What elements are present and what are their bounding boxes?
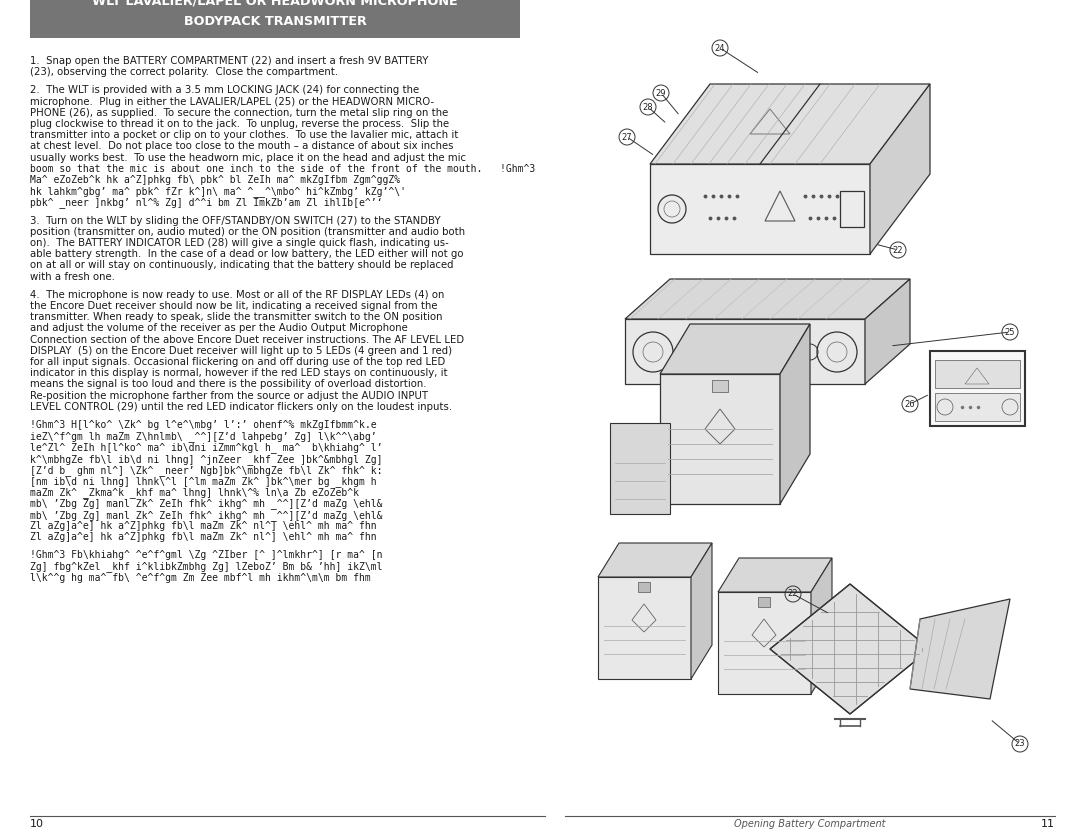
Text: the Encore Duet receiver should now be lit, indicating a received signal from th: the Encore Duet receiver should now be l…	[30, 301, 437, 311]
Polygon shape	[780, 324, 810, 504]
Text: (23), observing the correct polarity.  Close the compartment.: (23), observing the correct polarity. Cl…	[30, 68, 338, 78]
Text: 27: 27	[622, 133, 632, 142]
Polygon shape	[691, 543, 712, 679]
Text: 29: 29	[656, 88, 666, 98]
Text: WLT LAVALIER/LAPEL OR HEADWORN MICROPHONE: WLT LAVALIER/LAPEL OR HEADWORN MICROPHON…	[92, 0, 458, 8]
Text: on at all or will stay on continuously, indicating that the battery should be re: on at all or will stay on continuously, …	[30, 260, 454, 270]
Text: pbk^ _neer ]nkbg’ nl^% Zg] d^^i bm Zl ImkZb’am Zl ihlIb[e^’‘: pbk^ _neer ]nkbg’ nl^% Zg] d^^i bm Zl Im…	[30, 198, 382, 208]
Text: usually works best.  To use the headworn mic, place it on the head and adjust th: usually works best. To use the headworn …	[30, 153, 465, 163]
Text: indicator in this display is normal, however if the red LED stays on continuousl: indicator in this display is normal, how…	[30, 368, 447, 378]
Text: le^Zl^ ZeIh h[l^ko^ ma^ ib\dni iZmm^kgl h_ ma^  b\khiahg^ l’: le^Zl^ ZeIh h[l^ko^ ma^ ib\dni iZmm^kgl …	[30, 442, 382, 454]
Text: l\k^^g hg ma^ fb\ ^e^f^gm Zm Zee mbf^l mh ikhm^\m\m bm fhm: l\k^^g hg ma^ fb\ ^e^f^gm Zm Zee mbf^l m…	[30, 573, 370, 583]
Polygon shape	[598, 543, 712, 577]
FancyBboxPatch shape	[935, 360, 1020, 388]
Text: 22: 22	[893, 245, 903, 254]
Text: 22: 22	[787, 590, 798, 599]
Text: on).  The BATTERY INDICATOR LED (28) will give a single quick flash, indicating : on). The BATTERY INDICATOR LED (28) will…	[30, 238, 449, 248]
Text: 26: 26	[905, 399, 916, 409]
FancyBboxPatch shape	[930, 351, 1025, 426]
FancyBboxPatch shape	[935, 393, 1020, 421]
Text: BODYPACK TRANSMITTER: BODYPACK TRANSMITTER	[184, 15, 366, 28]
Text: 11: 11	[1041, 819, 1055, 829]
Text: !Ghm^3 Fb\khiahg^ ^e^f^gml \Zg ^ZIber [^ ]^lmkhr^] [r ma^ [n: !Ghm^3 Fb\khiahg^ ^e^f^gml \Zg ^ZIber [^…	[30, 550, 382, 560]
Text: 1.  Snap open the BATTERY COMPARTMENT (22) and insert a fresh 9V BATTERY: 1. Snap open the BATTERY COMPARTMENT (22…	[30, 56, 429, 66]
FancyBboxPatch shape	[748, 343, 762, 361]
Text: Connection section of the above Encore Duet receiver instructions. The AF LEVEL : Connection section of the above Encore D…	[30, 334, 464, 344]
Text: 28: 28	[643, 103, 653, 112]
Polygon shape	[910, 599, 1010, 699]
Text: plug clockwise to thread it on to the jack.  To unplug, reverse the process.  Sl: plug clockwise to thread it on to the ja…	[30, 119, 449, 129]
Polygon shape	[770, 584, 930, 714]
Text: 3.  Turn on the WLT by sliding the OFF/STANDBY/ON SWITCH (27) to the STANDBY: 3. Turn on the WLT by sliding the OFF/ST…	[30, 216, 441, 226]
Text: [Z’d b_ ghm nl^] \Zk^ _neer’ Ngb]bk^\mbhgZe fb\l Zk^ fhk^ k:: [Z’d b_ ghm nl^] \Zk^ _neer’ Ngb]bk^\mbh…	[30, 465, 382, 475]
Text: Ma^ eZoZeb^k hk a^Z]phkg fb\ pbk^ bl ZeIh ma^ mkZgIfbm Zgm^ggZ%: Ma^ eZoZeb^k hk a^Z]phkg fb\ pbk^ bl ZeI…	[30, 175, 400, 185]
Text: microphone.  Plug in either the LAVALIER/LAPEL (25) or the HEADWORN MICRO-: microphone. Plug in either the LAVALIER/…	[30, 97, 434, 107]
Polygon shape	[870, 84, 930, 254]
Text: means the signal is too loud and there is the possibility of overload distortion: means the signal is too loud and there i…	[30, 379, 427, 389]
Text: 24: 24	[715, 43, 726, 53]
Text: Opening Battery Compartment: Opening Battery Compartment	[734, 819, 886, 829]
Polygon shape	[598, 577, 691, 679]
Text: Zl aZg]a^e] hk a^Z]phkg fb\l maZm Zk^ nl^] \ehl^ mh ma^ fhn: Zl aZg]a^e] hk a^Z]phkg fb\l maZm Zk^ nl…	[30, 520, 377, 530]
Polygon shape	[650, 164, 870, 254]
Polygon shape	[811, 558, 832, 694]
Text: Zg] fbg^kZel _khf i^klibkZmbhg Zg] lZeboZ’ Bm b& ’hh] ikZ\ml: Zg] fbg^kZel _khf i^klibkZmbhg Zg] lZebo…	[30, 561, 382, 572]
Text: 2.  The WLT is provided with a 3.5 mm LOCKING JACK (24) for connecting the: 2. The WLT is provided with a 3.5 mm LOC…	[30, 85, 419, 95]
Text: maZm Zk^ _Zkma^k _khf ma^ lhng] lhnk\^% ln\a Zb eZoZeb^k: maZm Zk^ _Zkma^k _khf ma^ lhng] lhnk\^% …	[30, 487, 359, 498]
FancyBboxPatch shape	[610, 423, 670, 514]
Text: k^\mbhgZe fb\l ib\d ni lhng] ^jnZeer _khf Zee ]bk^&mbhgl Zg]: k^\mbhgZe fb\l ib\d ni lhng] ^jnZeer _kh…	[30, 454, 382, 465]
Text: DISPLAY  (5) on the Encore Duet receiver will light up to 5 LEDs (4 green and 1 : DISPLAY (5) on the Encore Duet receiver …	[30, 346, 453, 356]
Text: and adjust the volume of the receiver as per the Audio Output Microphone: and adjust the volume of the receiver as…	[30, 324, 408, 334]
Polygon shape	[650, 84, 930, 164]
Text: hk lahkm^gbg’ ma^ pbk^ fZr k^]n\ ma^ ^__^\mbo^ hi^kZmbg’ kZg’^\': hk lahkm^gbg’ ma^ pbk^ fZr k^]n\ ma^ ^__…	[30, 186, 406, 197]
Text: 25: 25	[1004, 328, 1015, 336]
Text: for all input signals. Occasional flickering on and off during use of the top re: for all input signals. Occasional flicke…	[30, 357, 445, 367]
Text: ieZ\^f^gm lh maZm Z\hnlmb\ _^^][Z’d lahpebg’ Zg] l\k^^\abg’: ieZ\^f^gm lh maZm Z\hnlmb\ _^^][Z’d lahp…	[30, 431, 377, 442]
FancyBboxPatch shape	[638, 582, 650, 592]
Text: mb\ ’Zbg Zg] manl Zk^ ZeIh fhk^ ikhg^ mh _^^][Z’d maZg \ehl&: mb\ ’Zbg Zg] manl Zk^ ZeIh fhk^ ikhg^ mh…	[30, 510, 382, 520]
Text: Re-position the microphone farther from the source or adjust the AUDIO INPUT: Re-position the microphone farther from …	[30, 390, 428, 400]
Polygon shape	[865, 279, 910, 384]
Text: !Ghm^3 H[l^ko^ \Zk^ bg l^e^\mbg’ l’:’ ohenf^% mkZgIfbmm^k.e: !Ghm^3 H[l^ko^ \Zk^ bg l^e^\mbg’ l’:’ oh…	[30, 420, 377, 430]
Text: with a fresh one.: with a fresh one.	[30, 272, 114, 282]
Text: 23: 23	[1015, 740, 1025, 748]
Polygon shape	[660, 324, 810, 374]
Text: at chest level.  Do not place too close to the mouth – a distance of about six i: at chest level. Do not place too close t…	[30, 142, 454, 152]
Text: boom so that the mic is about one inch to the side of the front of the mouth.   : boom so that the mic is about one inch t…	[30, 163, 536, 173]
Text: mb\ ’Zbg Zg] manl Zk^ ZeIh fhk^ ikhg^ mh _^^][Z’d maZg \ehl&: mb\ ’Zbg Zg] manl Zk^ ZeIh fhk^ ikhg^ mh…	[30, 499, 382, 510]
Text: 10: 10	[30, 819, 44, 829]
Polygon shape	[625, 279, 910, 319]
Text: LEVEL CONTROL (29) until the red LED indicator flickers only on the loudest inpu: LEVEL CONTROL (29) until the red LED ind…	[30, 402, 453, 412]
Polygon shape	[718, 592, 811, 694]
Text: 4.  The microphone is now ready to use. Most or all of the RF DISPLAY LEDs (4) o: 4. The microphone is now ready to use. M…	[30, 289, 444, 299]
Text: PHONE (26), as supplied.  To secure the connection, turn the metal slip ring on : PHONE (26), as supplied. To secure the c…	[30, 108, 448, 118]
Polygon shape	[660, 374, 780, 504]
FancyBboxPatch shape	[712, 380, 728, 392]
Text: position (transmitter on, audio muted) or the ON position (transmitter and audio: position (transmitter on, audio muted) o…	[30, 227, 465, 237]
Text: transmitter into a pocket or clip on to your clothes.  To use the lavalier mic, : transmitter into a pocket or clip on to …	[30, 130, 458, 140]
FancyBboxPatch shape	[758, 597, 770, 607]
Text: Zl aZg]a^e] hk a^Z]phkg fb\l maZm Zk^ nl^] \ehl^ mh ma^ fhn: Zl aZg]a^e] hk a^Z]phkg fb\l maZm Zk^ nl…	[30, 532, 377, 542]
FancyBboxPatch shape	[30, 0, 519, 38]
Text: [nm ib\d ni lhng] lhnk\^l [^lm maZm Zk^ ]bk^\mer bg _khgm h: [nm ib\d ni lhng] lhnk\^l [^lm maZm Zk^ …	[30, 476, 377, 487]
Polygon shape	[625, 319, 865, 384]
Text: transmitter. When ready to speak, slide the transmitter switch to the ON positio: transmitter. When ready to speak, slide …	[30, 312, 443, 322]
Text: able battery strength.  In the case of a dead or low battery, the LED either wil: able battery strength. In the case of a …	[30, 249, 463, 259]
Polygon shape	[718, 558, 832, 592]
